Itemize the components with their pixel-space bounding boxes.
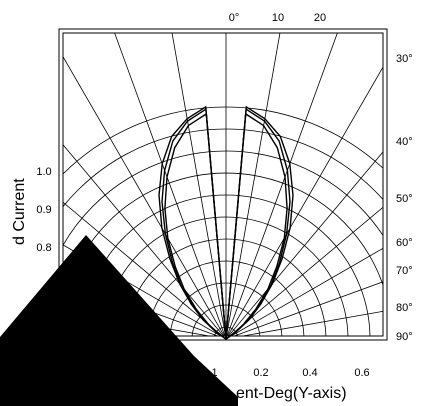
radial-tick-label: 0.8 [36, 242, 51, 254]
grid-spoke-70 [233, 281, 383, 336]
right-angle-label: 40° [396, 136, 413, 148]
bottom-tick-label: 0.6 [354, 367, 369, 379]
grid-spoke--30 [63, 55, 225, 336]
grid-spoke-80 [240, 310, 383, 336]
right-angle-label: 90° [396, 331, 413, 343]
x-axis-title: ent-Deg(Y-axis) [236, 385, 347, 402]
occluding-black-shape [0, 235, 238, 406]
grid-spoke-40 [227, 151, 383, 336]
bottom-tick-label: 0.4 [302, 367, 317, 379]
grid-spoke-30 [227, 66, 383, 336]
grid-spoke--10 [171, 33, 226, 336]
radial-tick-label: 0.9 [36, 204, 51, 216]
top-angle-label: 0° [229, 12, 240, 24]
polar-grid [63, 33, 383, 336]
grid-spoke--70 [63, 279, 219, 336]
grid-spoke-50 [228, 206, 383, 336]
right-angle-label: 30° [396, 53, 413, 65]
y-axis-title: d Current [11, 178, 28, 245]
top-angle-label: 20 [314, 12, 326, 24]
right-angle-label: 70° [396, 265, 413, 277]
grid-spoke--60 [63, 244, 222, 336]
grid-spoke-10 [226, 33, 281, 336]
grid-spoke-60 [230, 247, 383, 336]
top-angle-label: 10 [272, 12, 284, 24]
intensity-curve-2 [158, 105, 294, 340]
right-angle-label: 50° [396, 193, 413, 205]
grid-spoke--40 [63, 144, 225, 336]
bottom-tick-label: 0.2 [253, 367, 268, 379]
grid-spoke--50 [63, 201, 224, 336]
radial-tick-label: 1.0 [36, 166, 51, 178]
right-angle-label: 60° [396, 237, 413, 249]
right-angle-label: 80° [396, 302, 413, 314]
tick-labels: 1.00.90.80.10.20.40.60°102030°40°50°60°7… [36, 12, 412, 379]
intensity-curves [158, 105, 294, 340]
plot-frame-outer [58, 28, 388, 341]
